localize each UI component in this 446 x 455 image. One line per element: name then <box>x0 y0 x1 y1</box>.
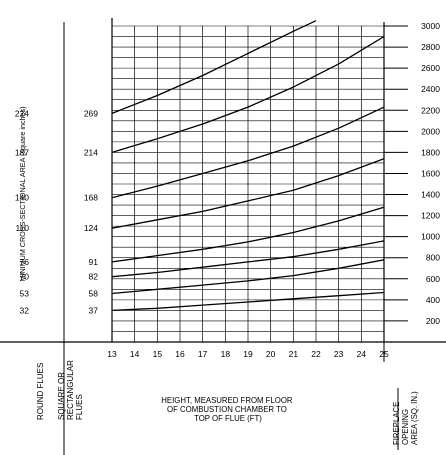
series-line-224-269 <box>111 20 317 115</box>
square-flue-label: 82 <box>89 272 99 282</box>
right-axis: 200 400 600 800 1000 1200 1400 1600 1800 2000 2200… <box>384 21 440 326</box>
right-axis-tick-label: 2000 <box>421 126 440 136</box>
right-axis-tick-label: 1800 <box>421 147 440 157</box>
x-axis-label: HEIGHT, MEASURED FROM FLOOR OF COMBUSTIO… <box>161 396 294 423</box>
x-axis-tick-label: 21 <box>289 349 299 359</box>
round-flue-label: 70 <box>20 272 30 282</box>
right-axis-tick-label: 400 <box>426 295 440 305</box>
square-flue-label: 168 <box>84 193 98 203</box>
x-axis-tick-label: 24 <box>357 349 367 359</box>
square-flue-label: 91 <box>89 257 99 267</box>
chart-frame <box>0 18 446 455</box>
round-flue-label: 76 <box>20 257 30 267</box>
x-axis: 13 14 15 16 17 18 19 20 21 22 23 24 25 <box>107 349 389 359</box>
x-axis-tick-label: 19 <box>243 349 253 359</box>
x-axis-tick-label: 22 <box>311 349 321 359</box>
square-flue-label: 269 <box>84 108 98 118</box>
series-line-187-214 <box>111 35 385 154</box>
round-flue-label: 187 <box>15 147 29 157</box>
x-axis-tick-label: 15 <box>153 349 163 359</box>
x-axis-tick-label: 16 <box>175 349 185 359</box>
y-axis-label-left: MINIMUM CROSS-SECTIONAL AREA (square inc… <box>18 106 27 281</box>
series-line-32-37 <box>111 291 385 312</box>
x-axis-tick-label: 17 <box>198 349 208 359</box>
right-axis-tick-label: 2200 <box>421 105 440 115</box>
right-axis-tick-label: 1000 <box>421 232 440 242</box>
round-flue-label: 140 <box>15 193 29 203</box>
right-axis-tick-label: 2400 <box>421 84 440 94</box>
series-line-76-91 <box>111 206 385 263</box>
chart-grid <box>111 25 385 343</box>
column-label-fireplace-area: FIREPLACE OPENING AREA (SQ. IN.) <box>392 391 419 445</box>
round-flue-label: 110 <box>15 223 29 233</box>
series-line-140-168 <box>111 106 385 199</box>
right-axis-tick-label: 2600 <box>421 63 440 73</box>
x-axis-tick-label: 23 <box>334 349 344 359</box>
square-flue-label: 124 <box>84 223 98 233</box>
right-axis-tick-label: 3000 <box>421 21 440 31</box>
round-flue-label: 32 <box>20 305 30 315</box>
square-flue-label: 214 <box>84 147 98 157</box>
right-axis-tick-label: 600 <box>426 274 440 284</box>
right-axis-tick-label: 1200 <box>421 211 440 221</box>
round-flue-label: 53 <box>20 289 30 299</box>
column-label-square-flues: SQUARE OR RECTANGULAR FLUES <box>57 358 84 420</box>
right-axis-tick-label: 1400 <box>421 190 440 200</box>
chart-series-lines <box>111 20 385 312</box>
flue-size-labels: 32 37 53 58 70 82 76 91 110 124 140 168 187 214 224 269 <box>15 108 98 315</box>
x-axis-tick-label: 25 <box>379 349 389 359</box>
right-axis-tick-label: 1600 <box>421 168 440 178</box>
x-axis-tick-label: 20 <box>266 349 276 359</box>
x-axis-tick-label: 18 <box>221 349 231 359</box>
x-axis-tick-label: 14 <box>130 349 140 359</box>
x-axis-tick-label: 13 <box>107 349 117 359</box>
series-line-53-58 <box>111 259 385 295</box>
right-axis-tick-label: 800 <box>426 253 440 263</box>
right-axis-tick-label: 200 <box>426 316 440 326</box>
series-line-70-82 <box>111 240 385 278</box>
round-flue-label: 224 <box>15 108 29 118</box>
series-line-110-124 <box>111 158 385 229</box>
square-flue-label: 37 <box>89 305 99 315</box>
column-label-round-flues: ROUND FLUES <box>36 363 45 420</box>
right-axis-tick-label: 2800 <box>421 42 440 52</box>
square-flue-label: 58 <box>89 289 99 299</box>
